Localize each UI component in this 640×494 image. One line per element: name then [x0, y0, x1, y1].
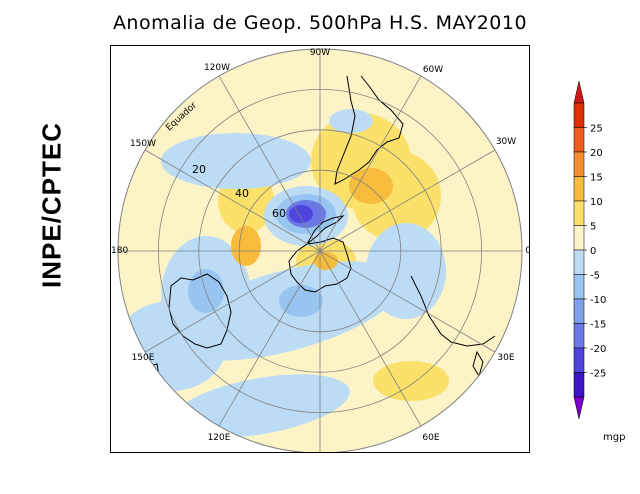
longitude-label: 60W — [423, 65, 443, 75]
longitude-label: 150E — [132, 353, 155, 363]
colorbar-level-label: -10 — [590, 295, 606, 306]
coastline — [168, 273, 232, 349]
anomaly-region — [289, 205, 313, 223]
colorbar-segment — [573, 323, 585, 349]
meridian-line — [218, 75, 321, 252]
colorbar-segment — [573, 372, 585, 398]
colorbar-segment — [573, 225, 585, 251]
colorbar-level-label: 15 — [590, 173, 603, 184]
institution-label: INPE/CPTEC — [28, 120, 76, 290]
coastline — [148, 363, 160, 387]
colorbar-segment — [573, 298, 585, 324]
colorbar-segment — [573, 176, 585, 202]
meridian-line — [319, 250, 422, 427]
longitude-label: 90W — [310, 48, 330, 58]
colorbar-segment — [573, 102, 585, 128]
meridian-line — [319, 250, 496, 353]
colorbar-level-label: -20 — [590, 344, 606, 355]
anomaly-field — [118, 49, 522, 453]
anomaly-region — [161, 133, 311, 189]
colorbar-segment — [573, 127, 585, 153]
meridian-line — [319, 149, 496, 252]
colorbar-segment — [573, 151, 585, 177]
anomaly-region — [172, 374, 350, 438]
graticule — [117, 48, 523, 454]
meridian-line — [319, 75, 422, 252]
longitude-label: 180 — [111, 246, 128, 256]
anomaly-region — [329, 109, 373, 133]
anomaly-region — [231, 226, 261, 266]
map-frame: 90W60W30W030E60E90E120E150E180150W120W20… — [110, 45, 531, 465]
meridian-line — [144, 149, 321, 252]
colorbar-level-label: -5 — [590, 271, 600, 282]
colorbar-level-label: 25 — [590, 124, 603, 135]
latitude-label: 20 — [192, 163, 206, 176]
colorbar-segment — [573, 274, 585, 300]
colorbar: 25 20 15 10 5 0 -5 -10 -15 -20 -25 — [568, 75, 628, 435]
longitude-label: 30E — [497, 353, 514, 363]
colorbar-level-label: 0 — [590, 246, 596, 257]
colorbar-level-label: 20 — [590, 148, 603, 159]
colorbar-unit: mgp — [603, 432, 626, 443]
coastline — [140, 391, 152, 409]
latitude-label: 60 — [272, 207, 286, 220]
longitude-label: 60E — [422, 433, 439, 443]
institution-label-text: INPE/CPTEC — [36, 121, 67, 289]
colorbar-level-label: 5 — [590, 222, 596, 233]
coastline — [472, 350, 484, 378]
colorbar-graphic: 25 20 15 10 5 0 -5 -10 -15 -20 -25 — [573, 80, 606, 420]
longitude-label: 150W — [130, 139, 156, 149]
colorbar-bottom-cap — [573, 396, 585, 420]
colorbar-level-label: -25 — [590, 369, 606, 380]
colorbar-level-label: -15 — [590, 320, 606, 331]
coastline — [288, 237, 352, 293]
colorbar-segment — [573, 200, 585, 226]
anomaly-region — [349, 168, 393, 204]
meridian-line — [218, 250, 321, 427]
longitude-label: 30W — [496, 137, 516, 147]
coastline — [334, 75, 404, 185]
colorbar-top-cap — [573, 80, 585, 104]
colorbar-segment — [573, 347, 585, 373]
anomaly-region — [373, 361, 449, 401]
latitude-label: 40 — [235, 187, 249, 200]
colorbar-segment — [573, 249, 585, 275]
meridian-line — [144, 250, 321, 353]
polar-stereographic-map: 90W60W30W030E60E90E120E150E180150W120W20… — [111, 48, 531, 465]
colorbar-level-label: 10 — [590, 197, 603, 208]
map-title: Anomalia de Geop. 500hPa H.S. MAY2010 — [112, 12, 528, 34]
longitude-label: 120W — [204, 63, 230, 73]
longitude-label: 0 — [525, 246, 529, 256]
longitude-label: 120E — [208, 433, 231, 443]
coastline — [410, 275, 496, 347]
anomaly-region — [279, 285, 323, 317]
